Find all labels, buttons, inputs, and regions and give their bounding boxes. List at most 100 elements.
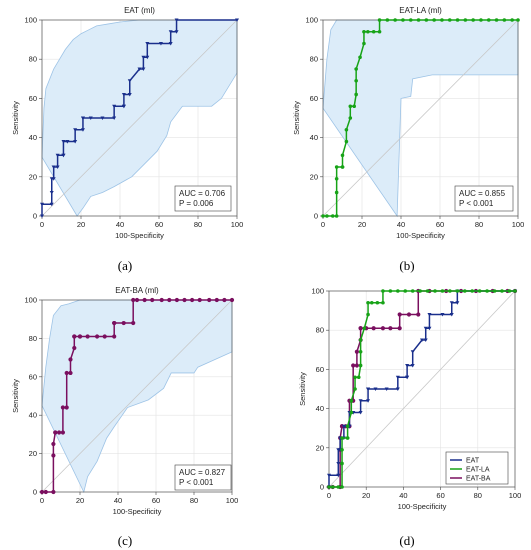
data-point xyxy=(80,128,85,132)
data-point xyxy=(134,297,140,303)
diagonal-reference-line xyxy=(41,299,233,493)
data-point xyxy=(112,320,117,326)
data-point xyxy=(142,297,147,303)
x-tick-label: 40 xyxy=(397,220,405,229)
data-point xyxy=(362,326,367,331)
data-point xyxy=(455,18,460,22)
legend-entry: EAT-BA xyxy=(466,476,491,483)
data-point xyxy=(112,334,117,339)
data-point xyxy=(366,312,370,317)
data-point xyxy=(49,202,54,207)
y-tick-label: 0 xyxy=(314,212,318,221)
data-point xyxy=(327,485,331,489)
data-point xyxy=(449,313,454,317)
p-value: P < 0.001 xyxy=(459,199,494,208)
series-eat xyxy=(40,18,239,218)
data-point xyxy=(137,67,142,71)
x-tick-label: 40 xyxy=(399,491,407,500)
y-axis-label: Sensitivity xyxy=(11,101,20,135)
diagonal-reference-line xyxy=(328,290,516,488)
y-tick-label: 80 xyxy=(310,55,318,64)
data-point xyxy=(470,289,475,293)
data-point xyxy=(334,190,339,195)
x-tick-label: 0 xyxy=(327,491,331,500)
data-point xyxy=(334,176,339,181)
data-point xyxy=(486,18,491,22)
data-point xyxy=(141,55,146,60)
data-point xyxy=(353,375,357,380)
y-axis-label: Sensitivity xyxy=(298,372,307,406)
y-axis-label: Sensitivity xyxy=(11,379,20,413)
data-point xyxy=(168,30,173,34)
x-tick-label: 40 xyxy=(114,496,122,505)
panel-label: (a) xyxy=(118,258,132,273)
y-tick-label: 20 xyxy=(310,172,318,181)
y-tick-label: 60 xyxy=(29,372,37,381)
auc-value: AUC = 0.827 xyxy=(179,468,226,477)
data-point xyxy=(68,357,73,362)
data-point xyxy=(167,297,172,303)
data-point xyxy=(354,363,359,368)
data-point xyxy=(344,139,349,144)
x-tick-label: 20 xyxy=(362,491,370,500)
auc-annotation-box xyxy=(454,185,514,212)
data-point xyxy=(354,67,358,71)
data-point xyxy=(356,375,361,380)
y-tick-label: 0 xyxy=(33,488,37,497)
data-point xyxy=(455,301,460,305)
data-point xyxy=(354,78,358,83)
data-point xyxy=(385,18,390,22)
data-point xyxy=(358,363,363,368)
data-point xyxy=(377,29,382,34)
x-tick-label: 60 xyxy=(436,220,444,229)
data-point xyxy=(214,297,219,303)
data-point xyxy=(366,29,370,34)
data-point xyxy=(410,350,415,354)
data-point xyxy=(423,326,428,331)
plot-frame xyxy=(41,19,238,217)
diagonal-reference-line xyxy=(41,19,238,217)
x-tick-label: 80 xyxy=(475,220,483,229)
data-point xyxy=(325,214,329,218)
data-point xyxy=(150,297,155,303)
data-point xyxy=(420,338,424,342)
data-point xyxy=(43,489,48,495)
data-point xyxy=(51,453,56,458)
data-point xyxy=(88,116,93,120)
data-point xyxy=(340,461,344,466)
data-point xyxy=(393,18,397,22)
y-tick-label: 20 xyxy=(316,443,324,452)
data-point xyxy=(60,405,65,410)
x-tick-label: 60 xyxy=(152,496,160,505)
legend-entry: EAT-LA xyxy=(466,467,490,474)
data-point xyxy=(64,370,69,376)
roc-panel-d: 0 20 40 60 80 100 0 20 40 60 80 100 100-Specificity S… xyxy=(298,287,521,549)
data-point xyxy=(405,375,410,380)
data-point xyxy=(330,214,335,218)
data-point xyxy=(427,313,432,317)
data-point xyxy=(127,79,132,83)
data-point xyxy=(100,116,105,120)
data-point xyxy=(53,430,58,435)
data-point xyxy=(432,18,436,22)
data-point xyxy=(95,334,100,339)
auc-annotation-box xyxy=(174,185,232,212)
series-eat-ba xyxy=(39,297,235,495)
data-point xyxy=(380,326,386,331)
data-point xyxy=(502,18,507,22)
data-point xyxy=(410,289,415,293)
data-point xyxy=(492,289,497,293)
chart-title: EAT-BA (ml) xyxy=(115,286,159,295)
y-tick-label: 40 xyxy=(316,404,324,413)
data-point xyxy=(51,441,56,447)
data-point xyxy=(377,18,382,22)
data-point xyxy=(222,297,227,303)
data-point xyxy=(340,165,345,169)
data-point xyxy=(349,410,354,415)
data-point xyxy=(416,312,421,317)
auc-value: AUC = 0.706 xyxy=(179,189,226,198)
data-point xyxy=(440,289,445,293)
data-point xyxy=(345,424,350,429)
data-point xyxy=(340,485,344,489)
data-point xyxy=(340,436,344,440)
